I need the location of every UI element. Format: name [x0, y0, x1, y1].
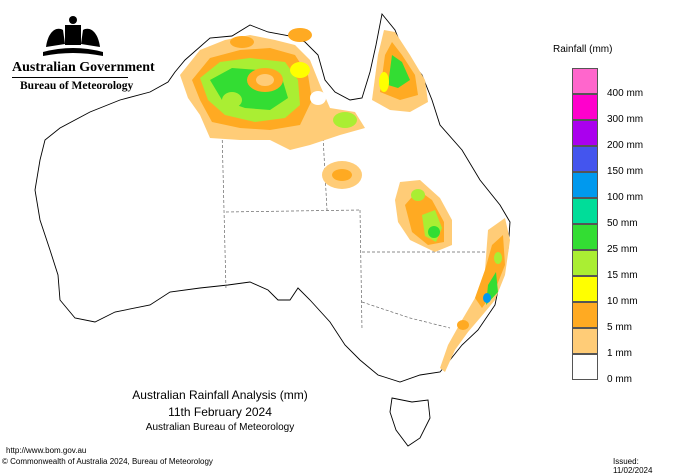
legend-label: 200 mm [607, 140, 644, 151]
legend-label: 1 mm [607, 348, 632, 359]
legend-label: 10 mm [607, 296, 638, 307]
map-title: Australian Rainfall Analysis (mm) [132, 388, 308, 402]
agency-name: Australian Government [12, 60, 155, 75]
legend-swatch [572, 172, 598, 198]
rainfall-central-qld [395, 180, 452, 252]
rainfall-central [322, 161, 362, 189]
legend-swatch [572, 120, 598, 146]
rainfall-cape-york [372, 30, 428, 112]
legend-swatch [572, 354, 598, 380]
australia-mainland-outline [34, 12, 511, 383]
legend-swatch [572, 94, 598, 120]
rainfall-north [180, 28, 365, 150]
map-source: Australian Bureau of Meteorology [145, 422, 295, 433]
legend-label: 0 mm [607, 374, 632, 385]
tasmania-outline [389, 397, 431, 447]
footer-url: http://www.bom.gov.au [6, 446, 87, 455]
legend-label: 300 mm [607, 114, 644, 125]
footer-issued: Issued: 11/02/2024 [613, 457, 653, 475]
bureau-name: Bureau of Meteorology [20, 80, 134, 92]
legend-swatch [572, 328, 598, 354]
rainfall-east-coast [440, 218, 510, 372]
legend-swatch [572, 250, 598, 276]
legend-label: 50 mm [607, 218, 638, 229]
legend-label: 5 mm [607, 322, 632, 333]
legend-label: 25 mm [607, 244, 638, 255]
legend-swatch [572, 68, 598, 94]
legend-swatch [572, 302, 598, 328]
footer-copyright: © Commonwealth of Australia 2024, Bureau… [2, 457, 213, 466]
legend-label: 150 mm [607, 166, 644, 177]
legend-label: 15 mm [607, 270, 638, 281]
legend-swatch [572, 146, 598, 172]
state-borders [221, 117, 492, 331]
legend-label: 100 mm [607, 192, 644, 203]
legend-swatch [572, 276, 598, 302]
coat-of-arms-icon [43, 16, 103, 56]
map-date: 11th February 2024 [168, 405, 272, 419]
header-divider [12, 77, 128, 78]
legend-label: 400 mm [607, 88, 644, 99]
legend-swatch [572, 224, 598, 250]
legend-title: Rainfall (mm) [553, 44, 613, 55]
legend-swatch [572, 198, 598, 224]
